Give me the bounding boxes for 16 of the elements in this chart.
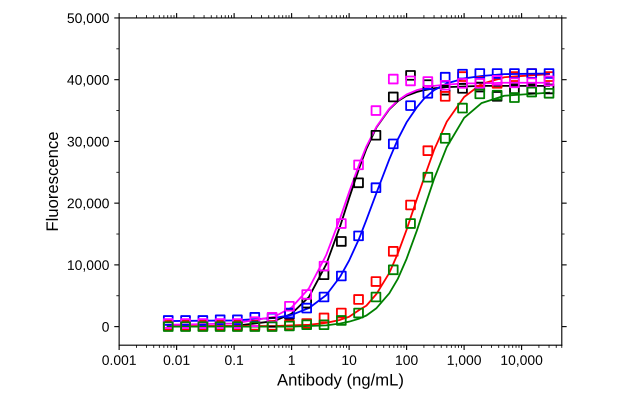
x-tick-label: 0.1	[225, 355, 244, 366]
x-axis-title: Antibody (ng/mL)	[277, 373, 403, 389]
y-tick-label: 40,000	[67, 75, 109, 86]
y-axis-title: Fluorescence	[46, 132, 58, 230]
y-tick-label: 10,000	[68, 260, 109, 272]
y-tick-label: 20,000	[68, 198, 109, 210]
y-tick-label: 30,000	[67, 136, 109, 148]
x-tick-label: 0.001	[102, 355, 136, 366]
x-tick-label: 1	[288, 355, 295, 365]
x-tick-label: 10,000	[501, 355, 542, 367]
x-tick-label: 0.01	[164, 355, 190, 366]
x-tick-label: 1,000	[448, 355, 481, 367]
x-tick-label: 10	[342, 355, 356, 366]
y-tick-label: 50,000	[67, 13, 109, 25]
y-tick-label: 0	[102, 322, 109, 332]
x-tick-label: 100	[396, 355, 418, 366]
